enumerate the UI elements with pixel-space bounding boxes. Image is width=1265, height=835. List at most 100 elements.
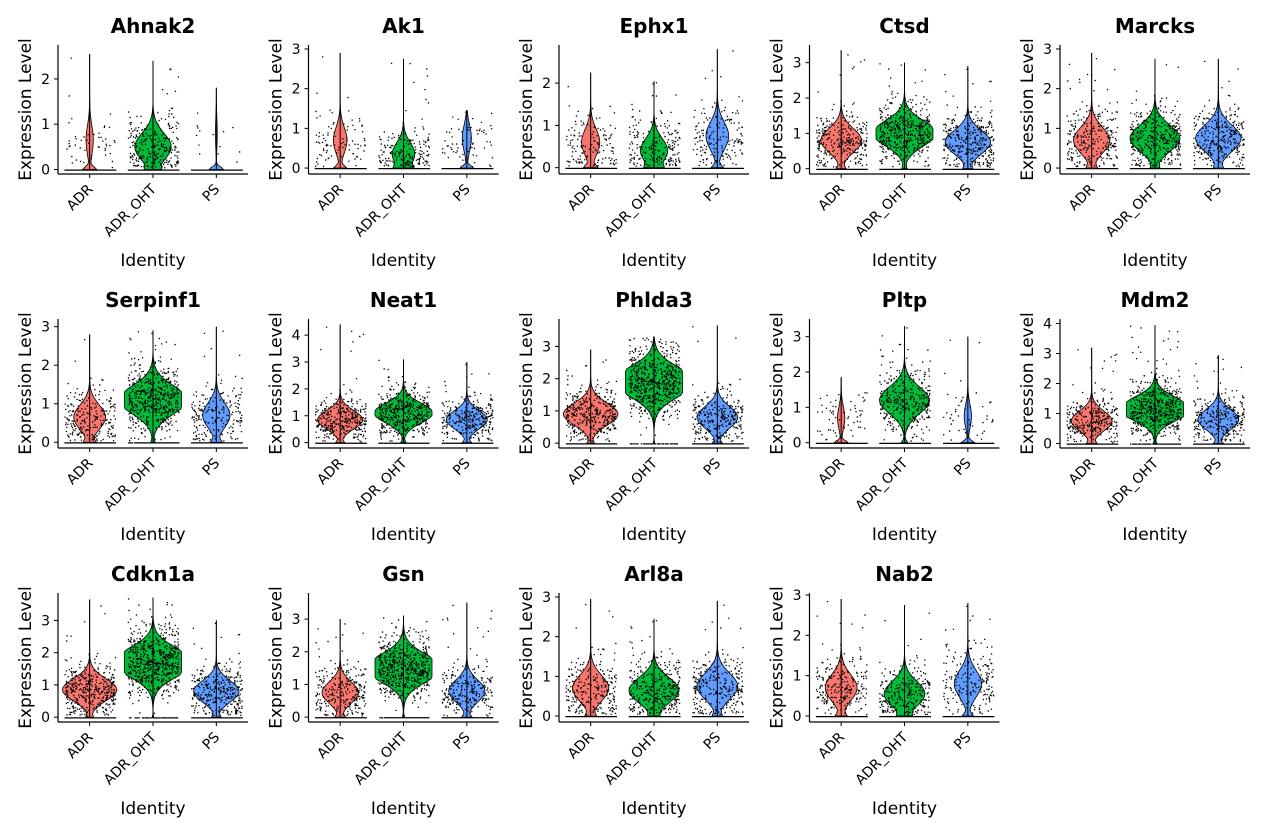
panel-title: Ctsd: [879, 14, 929, 38]
y-axis-label: Expression Level: [517, 38, 537, 181]
y-axis-label: Expression Level: [16, 586, 36, 729]
point-cloud: [1129, 64, 1182, 170]
y-tick-label: 1: [542, 669, 551, 685]
y-tick-label: 1: [41, 678, 50, 694]
y-tick-label: 3: [292, 355, 301, 371]
panel-title: Neat1: [370, 288, 437, 312]
point-cloud: [815, 601, 868, 718]
y-axis-label: Expression Level: [768, 38, 788, 181]
x-tick-label: ADR: [815, 181, 848, 214]
y-tick-label: 1: [1043, 407, 1052, 423]
panel-title: Pltp: [882, 288, 927, 312]
x-axis-label: Identity: [120, 799, 185, 819]
points-adr_oht: [879, 612, 931, 718]
x-tick-label: PS: [200, 729, 224, 753]
x-tick-label: ADR_OHT: [352, 181, 411, 240]
y-tick-label: 2: [41, 646, 50, 662]
x-tick-label: ADR: [565, 181, 598, 214]
x-tick-label: ADR: [314, 729, 347, 762]
y-tick-label: 2: [41, 358, 50, 374]
y-tick-label: 0: [542, 709, 551, 725]
panel-cdkn1a: Cdkn1a Expression Level Identity 0 1 2 3 ADR ADR…: [16, 562, 248, 819]
y-tick-label: 1: [41, 397, 50, 413]
x-tick-label: PS: [200, 181, 224, 205]
y-axis-label: Expression Level: [1018, 38, 1038, 181]
y-tick-label: 3: [542, 339, 551, 355]
x-axis-label: Identity: [1122, 525, 1187, 545]
panel-serpinf1: Serpinf1 Expression Level Identity 0 1 2 3 ADR A…: [16, 288, 248, 545]
panel-neat1: Neat1 Expression Level Identity 0 1 2 3 4 ADR ADR…: [267, 288, 499, 545]
y-tick-label: 1: [542, 118, 551, 134]
y-tick-label: 0: [41, 435, 50, 451]
points-ps: [1193, 357, 1245, 445]
y-tick-label: 1: [793, 126, 802, 142]
panel-arl8a: Arl8a Expression Level Identity 0 1 2 3 ADR ADR_…: [517, 562, 749, 819]
panel-title: Ephx1: [619, 14, 688, 38]
x-axis-label: Identity: [621, 799, 686, 819]
y-tick-label: 1: [292, 121, 301, 137]
panel-title: Serpinf1: [105, 288, 201, 312]
points-adr_oht: [1129, 325, 1182, 445]
points-adr: [815, 392, 868, 444]
y-tick-label: 0: [542, 436, 551, 452]
y-tick-label: 3: [1043, 347, 1052, 363]
panel-marcks: Marcks Expression Level Identity 0 1 2 3 ADR ADR…: [1018, 14, 1250, 271]
y-axis-label: Expression Level: [517, 586, 537, 729]
x-tick-label: ADR_OHT: [101, 181, 160, 240]
x-tick-label: PS: [951, 181, 975, 205]
y-tick-label: 0: [41, 162, 50, 178]
x-tick-label: ADR_OHT: [853, 455, 912, 514]
y-tick-label: 3: [1043, 42, 1052, 58]
x-axis-label: Identity: [621, 525, 686, 545]
x-tick-label: PS: [701, 455, 725, 479]
points-ps: [441, 363, 494, 444]
panel-title: Marcks: [1115, 14, 1195, 38]
point-cloud: [879, 612, 931, 718]
x-axis-label: Identity: [872, 799, 937, 819]
y-tick-label: 0: [292, 710, 301, 726]
x-tick-label: ADR: [314, 455, 347, 488]
panel-title: Cdkn1a: [111, 562, 195, 586]
x-tick-label: ADR_OHT: [602, 729, 661, 788]
x-tick-label: ADR_OHT: [101, 455, 160, 514]
x-tick-label: ADR: [815, 455, 848, 488]
points-ps: [191, 622, 243, 719]
panel-ak1: Ak1 Expression Level Identity 0 1 2 3 ADR ADR_OH…: [267, 14, 499, 271]
y-tick-label: 3: [793, 588, 802, 604]
x-tick-label: PS: [701, 729, 725, 753]
x-tick-label: ADR: [64, 455, 97, 488]
x-tick-label: ADR: [1066, 455, 1099, 488]
y-tick-label: 2: [542, 372, 551, 388]
point-cloud: [879, 63, 931, 171]
points-adr_oht: [628, 82, 681, 169]
points-adr_oht: [127, 331, 180, 444]
y-tick-label: 1: [292, 677, 301, 693]
x-tick-label: ADR_OHT: [1103, 455, 1162, 514]
y-tick-label: 0: [41, 710, 50, 726]
x-axis-label: Identity: [120, 251, 185, 271]
points-adr_oht: [127, 598, 180, 719]
y-tick-label: 2: [793, 365, 802, 381]
y-axis-label: Expression Level: [16, 38, 36, 181]
y-tick-label: 3: [793, 56, 802, 72]
y-tick-label: 2: [1043, 82, 1052, 98]
y-tick-label: 0: [292, 436, 301, 452]
x-axis-label: Identity: [872, 525, 937, 545]
y-tick-label: 3: [41, 320, 50, 336]
y-axis-label: Expression Level: [267, 586, 287, 729]
panel-nab2: Nab2 Expression Level Identity 0 1 2 3 ADR ADR_O…: [768, 562, 1000, 819]
y-axis-label: Expression Level: [517, 312, 537, 455]
y-tick-label: 0: [793, 436, 802, 452]
x-axis-label: Identity: [1122, 251, 1187, 271]
points-ps: [191, 330, 243, 444]
y-tick-label: 2: [292, 82, 301, 98]
x-tick-label: PS: [200, 455, 224, 479]
x-tick-label: ADR_OHT: [352, 729, 411, 788]
x-axis-label: Identity: [371, 251, 436, 271]
point-cloud: [378, 359, 430, 444]
x-tick-label: PS: [701, 181, 725, 205]
point-cloud: [1193, 60, 1245, 170]
point-cloud: [565, 359, 618, 445]
x-axis-label: Identity: [621, 251, 686, 271]
